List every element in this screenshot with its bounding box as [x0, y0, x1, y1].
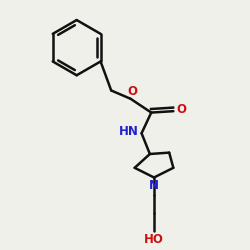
- Text: HO: HO: [144, 233, 164, 246]
- Text: N: N: [149, 179, 159, 192]
- Text: HN: HN: [118, 124, 138, 138]
- Text: O: O: [127, 84, 137, 98]
- Text: O: O: [177, 103, 187, 116]
